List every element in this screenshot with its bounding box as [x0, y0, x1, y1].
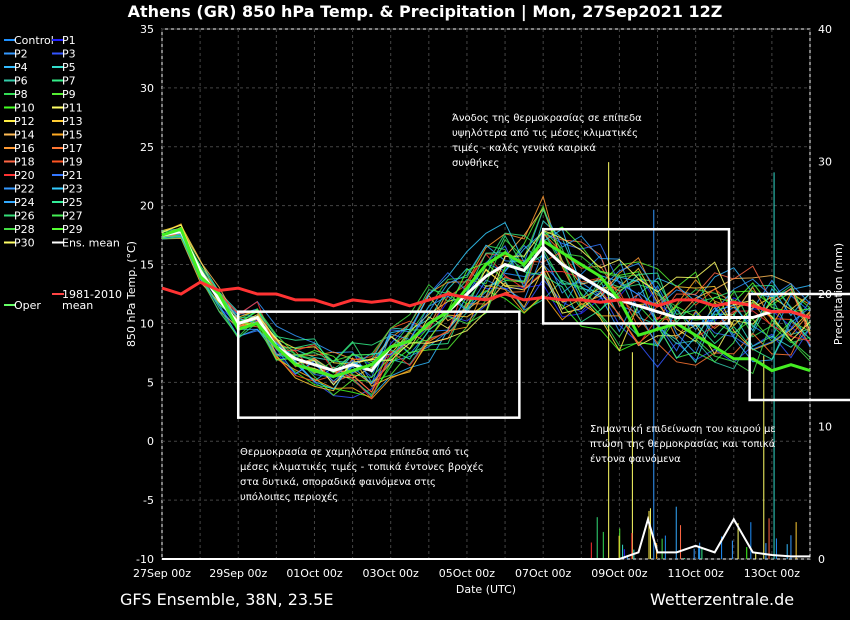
x-tick-label: 09Oct 00z [591, 567, 648, 580]
annotation-text: Άνοδος της θερμοκρασίας σε επίπεδα υψηλότ… [452, 112, 642, 169]
x-tick-label: 05Oct 00z [439, 567, 496, 580]
legend-label: P24 [14, 196, 35, 209]
y-tick-label: 5 [147, 376, 154, 389]
legend-label: P10 [14, 102, 35, 115]
y-axis-label: 850 hPa Temp. (°C) [125, 241, 138, 347]
legend-label: P11 [62, 102, 83, 115]
legend-label: P25 [62, 196, 83, 209]
y2-tick-label: 40 [818, 23, 832, 36]
series-1981-2010-mean [161, 280, 811, 319]
series-oper [161, 227, 811, 379]
legend-label: P14 [14, 129, 35, 142]
x-tick-label: 01Oct 00z [286, 567, 343, 580]
y-tick-label: 35 [140, 23, 154, 36]
legend-label: P8 [14, 88, 28, 101]
legend-label: P3 [62, 48, 76, 61]
legend-label: P5 [62, 61, 76, 74]
legend-label: P27 [62, 210, 83, 223]
y-tick-label: 30 [140, 82, 154, 95]
legend-label: P29 [62, 223, 83, 236]
legend-label: Ens. mean [62, 237, 120, 250]
legend-label: P7 [62, 75, 76, 88]
legend-label: P23 [62, 183, 83, 196]
annotation-box [748, 292, 850, 402]
y-tick-label: 10 [140, 317, 154, 330]
legend-label: Control [14, 34, 54, 47]
legend-label: P6 [14, 75, 28, 88]
legend-label: P1 [62, 34, 76, 47]
x-tick-label: 07Oct 00z [515, 567, 572, 580]
y-tick-label: 15 [140, 259, 154, 272]
y2-tick-label: 0 [818, 553, 825, 566]
x-tick-label: 29Sep 00z [209, 567, 267, 580]
model-info: GFS Ensemble, 38N, 23.5E [120, 590, 334, 609]
annotation-text: Θερμοκρασία σε χαμηλότερα επίπεδα από τι… [240, 446, 484, 503]
legend-label: P9 [62, 88, 76, 101]
legend-label: P21 [62, 169, 83, 182]
y-tick-label: -5 [143, 494, 154, 507]
member-line [161, 231, 811, 371]
legend-label: P28 [14, 223, 35, 236]
legend-label: Oper [14, 299, 41, 312]
legend-label: P13 [62, 115, 83, 128]
y2-tick-label: 10 [818, 421, 832, 434]
legend-label: P4 [14, 61, 28, 74]
y2-tick-label: 30 [818, 156, 832, 169]
y-tick-label: 20 [140, 200, 154, 213]
annotation-text: Σημαντική επιδείνωση του καιρού με πτώση … [590, 423, 776, 465]
legend-label: P20 [14, 169, 35, 182]
legend-label: P26 [14, 210, 35, 223]
site-brand[interactable]: Wetterzentrale.de [650, 590, 795, 609]
y-tick-label: -10 [136, 553, 154, 566]
legend-label: P12 [14, 115, 35, 128]
legend-label: P22 [14, 183, 35, 196]
annotation-box [541, 227, 731, 325]
legend-label: P30 [14, 237, 35, 250]
legend-label: P17 [62, 142, 83, 155]
x-tick-label: 27Sep 00z [133, 567, 191, 580]
annotation-box [236, 310, 521, 419]
x-tick-label: 13Oct 00z [744, 567, 801, 580]
y-tick-label: 25 [140, 141, 154, 154]
y-tick-label: 0 [147, 435, 154, 448]
legend-label: P16 [14, 142, 35, 155]
legend-label: P2 [14, 48, 28, 61]
legend-label: P19 [62, 156, 83, 169]
chart-title: Athens (GR) 850 hPa Temp. & Precipitatio… [127, 2, 723, 21]
legend-label: P18 [14, 156, 35, 169]
legend-label: P15 [62, 129, 83, 142]
x-axis-label: Date (UTC) [456, 583, 516, 596]
legend-label: 1981-2010 mean [62, 288, 122, 312]
series-ens-mean-precipitation-mm- [162, 515, 810, 560]
member-line [161, 227, 811, 374]
x-tick-label: 11Oct 00z [667, 567, 724, 580]
x-tick-label: 03Oct 00z [363, 567, 420, 580]
